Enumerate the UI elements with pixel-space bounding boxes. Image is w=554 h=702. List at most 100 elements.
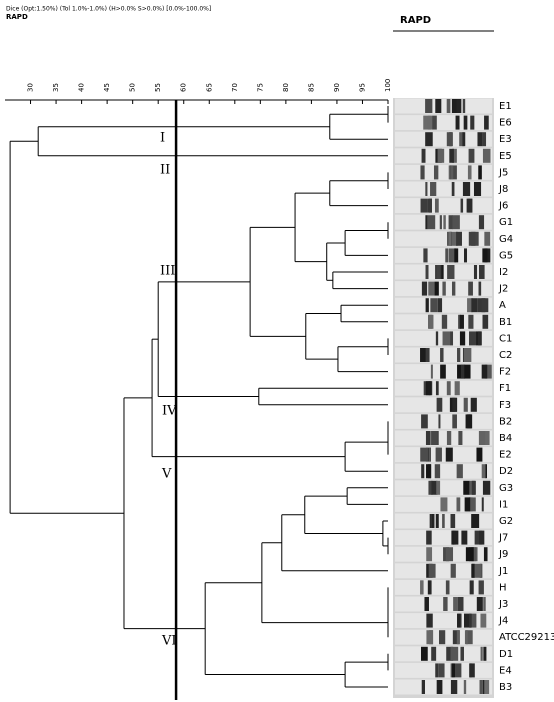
gel-band xyxy=(437,148,445,163)
gel-band xyxy=(425,132,433,147)
gel-band xyxy=(434,198,439,213)
gel-band xyxy=(451,530,454,545)
gel-band xyxy=(435,663,439,678)
x-tick-label: 60 xyxy=(180,83,188,92)
gel-band xyxy=(461,530,468,545)
gel-band xyxy=(446,99,451,113)
gel-band xyxy=(430,364,433,379)
gel-band xyxy=(474,563,482,578)
gel-lane xyxy=(395,164,492,180)
gel-band xyxy=(484,364,492,379)
leaf-label: B2 xyxy=(499,416,512,427)
leaf-label: J1 xyxy=(498,566,508,577)
gel-band xyxy=(474,530,483,545)
gel-band xyxy=(469,613,477,628)
leaf-label: G1 xyxy=(499,217,513,228)
gel-band xyxy=(482,314,489,329)
leaf-label: G2 xyxy=(499,516,513,527)
gel-lane xyxy=(395,413,492,429)
gel-band xyxy=(428,480,433,495)
leaf-label: E6 xyxy=(499,118,512,129)
gel-band xyxy=(456,630,460,645)
gel-band xyxy=(450,165,454,180)
gel-band xyxy=(451,663,456,678)
gel-band xyxy=(424,597,429,611)
x-tick-label: 85 xyxy=(307,83,315,92)
gel-band xyxy=(460,198,464,213)
gel-band xyxy=(466,198,473,213)
gel-band xyxy=(428,580,431,595)
gel-band xyxy=(435,331,439,346)
gel-lane xyxy=(395,430,492,446)
gel-band xyxy=(468,231,476,246)
gel-band xyxy=(458,314,461,329)
gel-band xyxy=(443,215,446,230)
gel-band xyxy=(468,281,473,296)
gel-band xyxy=(459,331,466,346)
cluster-label: V xyxy=(161,467,172,482)
gel-band xyxy=(425,298,429,313)
gel-band xyxy=(421,281,428,296)
gel-band xyxy=(428,281,435,296)
leaf-label: B1 xyxy=(499,317,512,328)
gel-band xyxy=(445,547,454,562)
gel-band xyxy=(483,646,487,661)
gel-band xyxy=(462,132,466,147)
gel-band xyxy=(463,480,470,495)
gel-band xyxy=(425,348,430,362)
gel-band xyxy=(482,132,487,147)
x-tick-label: 90 xyxy=(333,83,341,92)
gel-band xyxy=(466,630,473,645)
leaf-label: I2 xyxy=(499,267,508,278)
gel-band xyxy=(460,364,466,379)
gel-band xyxy=(468,314,474,329)
gel-band xyxy=(478,281,482,296)
gel-band xyxy=(421,414,428,429)
gel-band xyxy=(420,348,426,362)
gel-band xyxy=(483,597,486,611)
gel-band xyxy=(442,514,445,528)
gel-band xyxy=(420,447,429,462)
x-tick-label: 55 xyxy=(154,83,162,92)
gel-band xyxy=(436,680,443,694)
gel-band xyxy=(455,115,460,130)
leaf-label: G3 xyxy=(499,483,513,494)
gel-band xyxy=(442,281,446,296)
x-tick-label: 100 xyxy=(384,79,392,92)
gel-band xyxy=(479,680,483,694)
gel-band xyxy=(473,265,478,279)
leaf-label: B3 xyxy=(499,682,512,693)
x-tick-label: 45 xyxy=(103,83,111,92)
gel-band xyxy=(425,99,433,113)
gel-band xyxy=(430,182,437,196)
gel-band xyxy=(421,148,426,163)
gel-band xyxy=(452,414,457,429)
gel-band xyxy=(468,148,475,163)
leaf-label: D2 xyxy=(499,466,513,477)
gel-band xyxy=(469,580,474,595)
gel-lane xyxy=(395,231,492,247)
gel-band xyxy=(435,514,439,528)
gel-band xyxy=(456,99,462,113)
gel-band xyxy=(478,431,486,445)
gel-band xyxy=(427,115,433,130)
gel-band xyxy=(425,182,428,196)
gel-band xyxy=(450,331,454,346)
gel-band xyxy=(464,497,471,512)
gel-band xyxy=(459,132,464,147)
gel-band xyxy=(425,431,431,445)
header-text: Dice (Opt:1.50%) (Tol 1.0%-1.0%) (H>0.0%… xyxy=(6,6,211,13)
gel-band xyxy=(484,680,490,694)
gel-band xyxy=(469,613,472,628)
gel-band xyxy=(425,265,429,279)
gel-band xyxy=(471,480,476,495)
gel-lane xyxy=(395,198,492,214)
gel-band xyxy=(455,663,462,678)
gel-band xyxy=(457,597,464,611)
title: RAPD xyxy=(6,13,28,21)
gel-band xyxy=(420,198,428,213)
leaf-label: C2 xyxy=(499,350,512,361)
leaf-label: J2 xyxy=(498,284,508,295)
leaf-label: F3 xyxy=(499,400,511,411)
leaf-label: E3 xyxy=(499,134,512,145)
